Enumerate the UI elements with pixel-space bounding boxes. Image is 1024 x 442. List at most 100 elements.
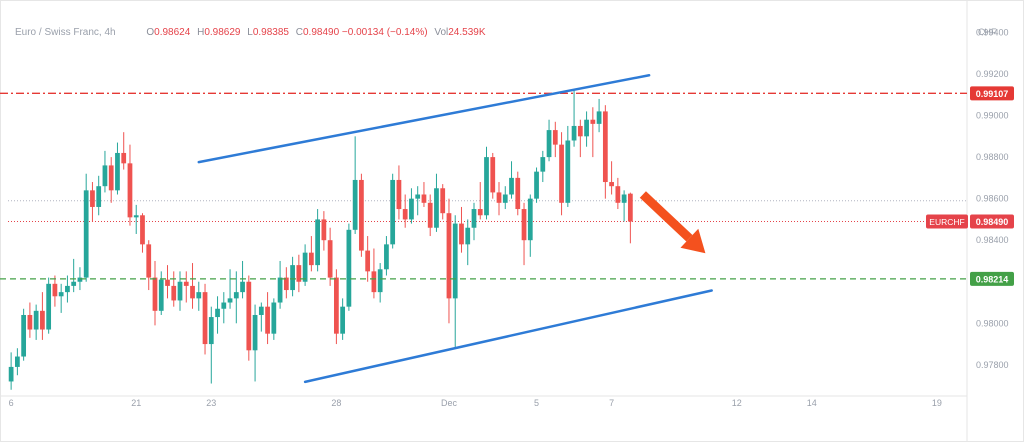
candle-up bbox=[315, 219, 320, 266]
candle-up bbox=[158, 279, 164, 311]
candle-up bbox=[502, 194, 508, 203]
candle-down bbox=[365, 250, 371, 272]
candle-up bbox=[258, 306, 264, 315]
x-tick-label: 23 bbox=[206, 398, 216, 408]
candle-up bbox=[340, 306, 346, 334]
candle-up bbox=[33, 310, 39, 330]
candle-up bbox=[233, 292, 239, 299]
candle-up bbox=[565, 140, 571, 203]
resistance-tag-label: 0.99107 bbox=[976, 89, 1009, 99]
y-tick-label: 0.98800 bbox=[976, 152, 1009, 162]
x-tick-label: 19 bbox=[932, 398, 942, 408]
candle-down bbox=[359, 179, 364, 251]
resistance-tag bbox=[970, 86, 1014, 101]
candle-up bbox=[377, 269, 383, 293]
candle-down bbox=[140, 215, 145, 245]
candle-down bbox=[421, 194, 427, 203]
low-value: 0.98385 bbox=[252, 27, 289, 38]
candle-up bbox=[102, 165, 108, 187]
candle-up bbox=[133, 215, 139, 218]
candle-down bbox=[27, 314, 33, 330]
candle-up bbox=[509, 177, 514, 195]
candle-down bbox=[627, 193, 633, 222]
high-value: 0.98629 bbox=[204, 27, 241, 38]
y-tick-label: 0.98000 bbox=[976, 318, 1009, 328]
open-label: O bbox=[146, 27, 155, 38]
candle-down bbox=[334, 277, 339, 334]
candle-up bbox=[8, 366, 14, 382]
candle-up bbox=[290, 265, 295, 291]
candle-down bbox=[496, 192, 502, 203]
x-tick-label: 7 bbox=[609, 398, 614, 408]
candle-down bbox=[521, 209, 527, 241]
candle-up bbox=[534, 171, 539, 199]
x-tick-label: 6 bbox=[9, 398, 14, 408]
candle-up bbox=[65, 285, 70, 293]
candle-down bbox=[515, 177, 521, 210]
candle-up bbox=[71, 281, 77, 286]
y-tick-label: 0.98600 bbox=[976, 194, 1009, 204]
candle-down bbox=[327, 240, 333, 278]
candle-up bbox=[452, 223, 458, 299]
candle-up bbox=[196, 292, 202, 299]
candle-down bbox=[402, 209, 408, 220]
candle-up bbox=[584, 119, 589, 137]
candle-down bbox=[615, 186, 621, 203]
candle-down bbox=[427, 202, 433, 228]
symbol-title[interactable]: Euro / Swiss Franc, 4h bbox=[15, 27, 116, 38]
candle-down bbox=[108, 165, 114, 191]
candle-up bbox=[540, 157, 546, 172]
candle-down bbox=[459, 223, 464, 245]
candle-up bbox=[352, 179, 358, 230]
candle-up bbox=[471, 209, 477, 228]
open-value: 0.98624 bbox=[154, 27, 191, 38]
candle-down bbox=[609, 182, 614, 187]
current-price-tag-label: 0.98490 bbox=[976, 217, 1009, 227]
candle-down bbox=[283, 277, 289, 291]
candle-down bbox=[396, 179, 402, 210]
candle-down bbox=[90, 190, 95, 207]
candle-down bbox=[165, 279, 170, 286]
candle-up bbox=[390, 179, 396, 245]
candle-up bbox=[409, 198, 414, 220]
candle-down bbox=[265, 306, 270, 334]
candle-up bbox=[240, 281, 245, 293]
candle-down bbox=[602, 111, 608, 183]
channel-upper-line bbox=[197, 74, 651, 164]
candle-up bbox=[527, 198, 533, 241]
candle-up bbox=[77, 277, 83, 282]
candle-up bbox=[221, 302, 227, 309]
current-price-tag bbox=[970, 214, 1014, 229]
candle-up bbox=[465, 227, 471, 245]
low-label: L bbox=[247, 27, 253, 38]
x-tick-label: 21 bbox=[131, 398, 141, 408]
candle-up bbox=[384, 244, 389, 270]
candle-down bbox=[202, 292, 208, 345]
candle-up bbox=[277, 277, 283, 303]
candle-down bbox=[577, 125, 583, 137]
candle-up bbox=[346, 229, 352, 307]
candle-up bbox=[302, 252, 308, 282]
candle-down bbox=[52, 283, 58, 297]
candle-up bbox=[15, 356, 20, 367]
candle-up bbox=[546, 130, 552, 158]
candle-up bbox=[96, 186, 102, 207]
candle-down bbox=[559, 144, 564, 203]
candle-up bbox=[252, 314, 258, 351]
y-tick-label: 0.98400 bbox=[976, 235, 1009, 245]
y-tick-label: 0.99200 bbox=[976, 69, 1009, 79]
x-tick-label: Dec bbox=[441, 398, 458, 408]
candle-down bbox=[371, 271, 377, 293]
candle-down bbox=[190, 285, 195, 299]
x-tick-label: 12 bbox=[732, 398, 742, 408]
candle-down bbox=[477, 209, 483, 216]
candle-down bbox=[590, 119, 596, 124]
candle-up bbox=[177, 281, 183, 301]
candle-up bbox=[571, 125, 577, 141]
candle-down bbox=[440, 188, 446, 214]
candle-up bbox=[115, 152, 120, 191]
candle-up bbox=[227, 298, 233, 303]
candle-up bbox=[215, 308, 220, 318]
candle-up bbox=[83, 190, 89, 278]
